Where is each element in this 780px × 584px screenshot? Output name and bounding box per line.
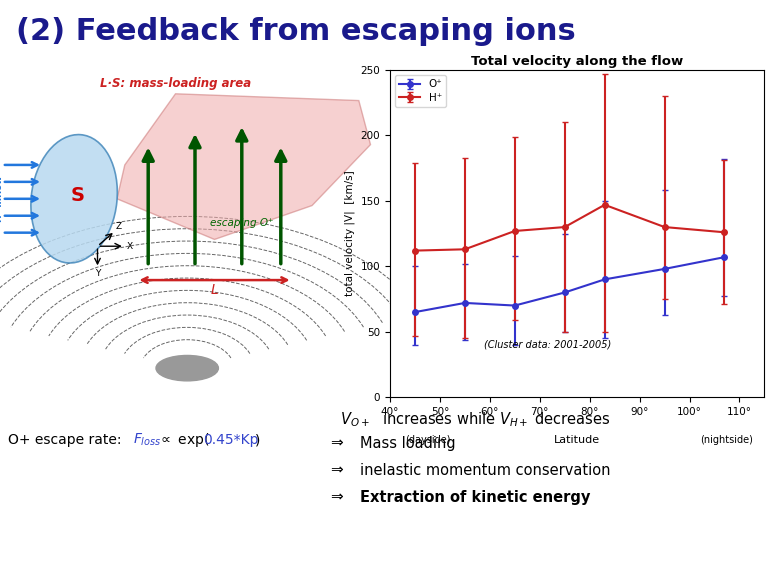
Text: M. Yamauchi
Kiruna, Sweden: M. Yamauchi Kiruna, Sweden xyxy=(646,541,757,569)
Legend: O⁺, H⁺: O⁺, H⁺ xyxy=(395,75,446,107)
Text: L·S: mass-loading area: L·S: mass-loading area xyxy=(100,77,251,90)
Text: ⇒: ⇒ xyxy=(330,490,342,505)
Text: 6: 6 xyxy=(385,550,395,565)
Text: ⇒: ⇒ xyxy=(330,463,342,478)
Y-axis label: total velocity |V|  [km/s]: total velocity |V| [km/s] xyxy=(345,171,355,297)
Text: $\propto$ exp(: $\propto$ exp( xyxy=(158,431,210,449)
Text: ⇒: ⇒ xyxy=(330,436,342,450)
Polygon shape xyxy=(117,94,370,239)
Ellipse shape xyxy=(156,356,218,381)
Text: H⁺ inflow: H⁺ inflow xyxy=(0,175,5,222)
Text: O+ escape rate:: O+ escape rate: xyxy=(8,433,126,447)
Text: (Cluster data: 2001-2005): (Cluster data: 2001-2005) xyxy=(484,340,611,350)
Text: $V_{O+}$: $V_{O+}$ xyxy=(340,411,370,429)
Text: $F_{loss}$: $F_{loss}$ xyxy=(133,432,161,448)
Text: 0.45*Kp: 0.45*Kp xyxy=(203,433,258,447)
Ellipse shape xyxy=(31,134,117,263)
Text: X: X xyxy=(126,242,133,251)
Text: (dayside): (dayside) xyxy=(405,435,450,445)
Text: (nightside): (nightside) xyxy=(700,435,753,445)
Text: (2) Feedback from escaping ions: (2) Feedback from escaping ions xyxy=(16,17,576,46)
Text: ││││
││
 IRF: ││││ ││ IRF xyxy=(16,535,37,569)
Text: ): ) xyxy=(255,433,261,447)
Text: inelastic momentum conservation: inelastic momentum conservation xyxy=(360,463,611,478)
Text: Mass loading: Mass loading xyxy=(360,436,456,450)
Text: Extraction of kinetic energy: Extraction of kinetic energy xyxy=(360,490,590,505)
Text: Latitude: Latitude xyxy=(554,435,601,445)
Text: L: L xyxy=(211,283,218,297)
Text: increases while $V_{H+}$ decreases: increases while $V_{H+}$ decreases xyxy=(382,411,611,429)
Text: Z: Z xyxy=(116,222,122,231)
Text: Y: Y xyxy=(95,269,100,278)
Title: Total velocity along the flow: Total velocity along the flow xyxy=(471,54,683,68)
Text: escaping O⁺: escaping O⁺ xyxy=(210,217,274,228)
Text: S: S xyxy=(71,186,85,205)
